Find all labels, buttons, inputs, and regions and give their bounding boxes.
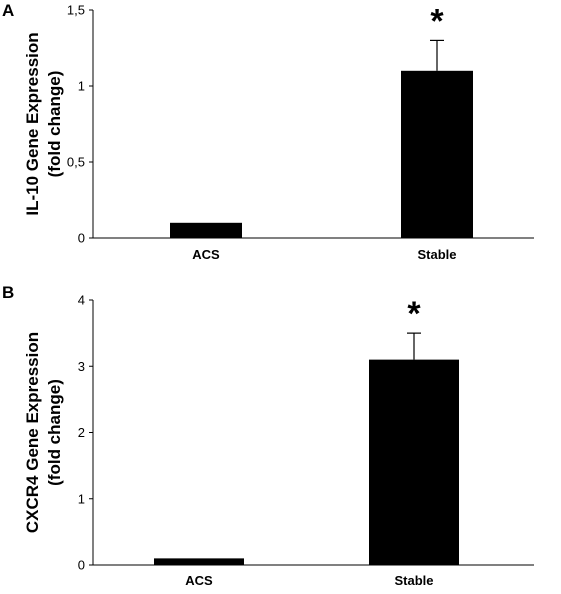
- y-axis-title-line: (fold change): [45, 379, 64, 486]
- y-axis-title-line: IL-10 Gene Expression: [23, 32, 42, 215]
- y-tick-label: 0: [78, 231, 85, 246]
- y-axis-title-line: CXCR4 Gene Expression: [23, 332, 42, 533]
- y-tick-label: 1: [78, 491, 85, 506]
- chart-panel-b: B 0 1 2 3 4 CXCR4 Gene Expression (fold change)…: [2, 283, 534, 588]
- y-axis-title: CXCR4 Gene Expression (fold change): [23, 332, 64, 533]
- significance-asterisk: *: [430, 2, 444, 40]
- y-axis-title-line: (fold change): [45, 71, 64, 178]
- bar-acs: [154, 558, 244, 565]
- y-tick-label: 2: [78, 425, 85, 440]
- y-tick-label: 0: [78, 558, 85, 573]
- category-label: ACS: [192, 247, 220, 262]
- y-axis-title: IL-10 Gene Expression (fold change): [23, 32, 64, 215]
- y-tick-label: 1: [78, 79, 85, 94]
- bar-acs: [170, 222, 242, 238]
- panel-letter: B: [2, 283, 14, 302]
- y-tick-label: 0,5: [67, 155, 85, 170]
- category-label: Stable: [417, 247, 456, 262]
- y-tick-label: 3: [78, 359, 85, 374]
- panel-letter: A: [2, 1, 14, 20]
- category-label: ACS: [185, 573, 213, 588]
- y-tick-label: 4: [78, 293, 85, 308]
- bar-stable: [401, 70, 473, 238]
- y-tick-label: 1,5: [67, 3, 85, 18]
- bar-stable: [369, 359, 459, 565]
- significance-asterisk: *: [407, 295, 421, 333]
- category-label: Stable: [394, 573, 433, 588]
- chart-panel-a: A00,511,5IL-10 Gene Expression (fold chan…: [2, 1, 534, 262]
